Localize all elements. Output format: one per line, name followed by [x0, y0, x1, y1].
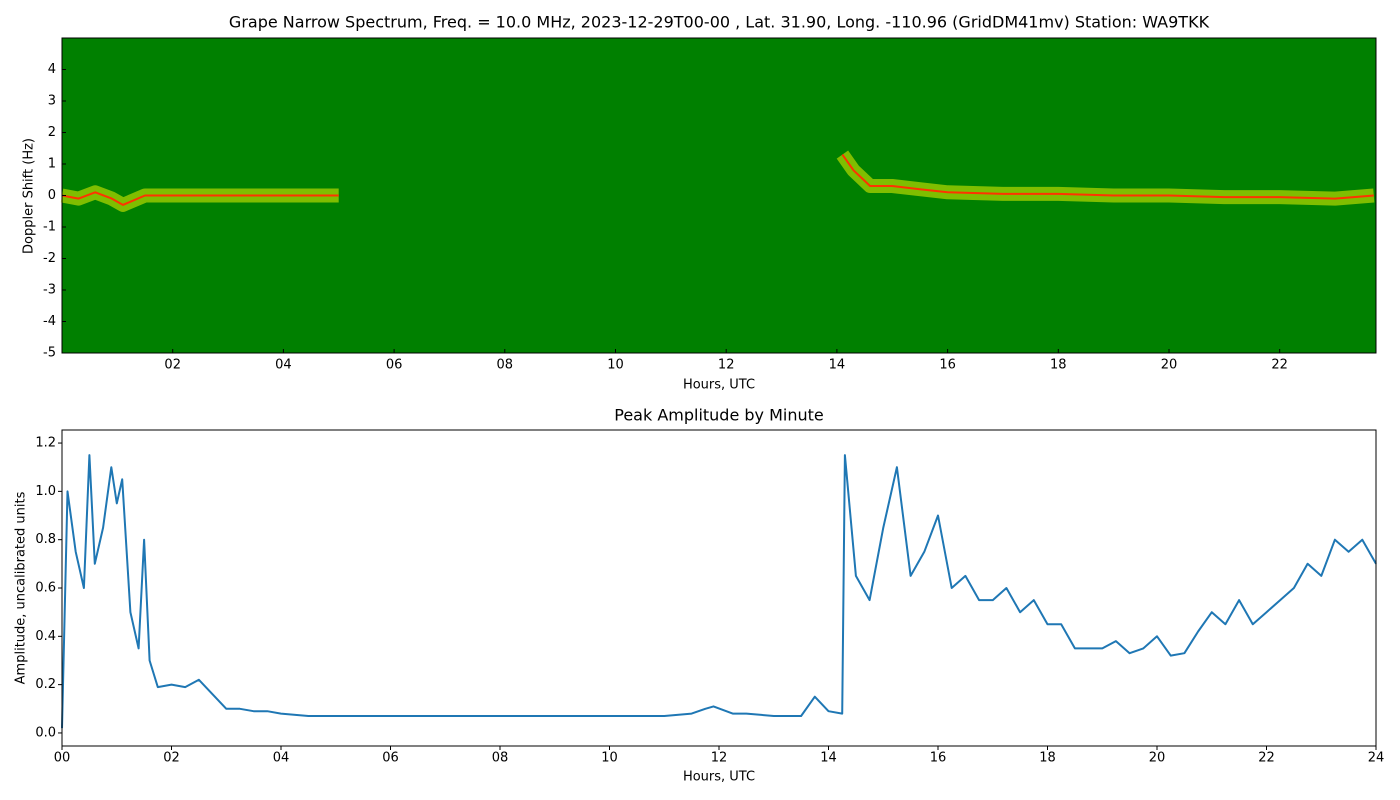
- y-tick-label: 4: [48, 62, 56, 77]
- x-tick-label: 22: [1271, 358, 1288, 373]
- x-tick-label: 16: [930, 751, 947, 766]
- x-axis-label: Hours, UTC: [683, 378, 755, 393]
- y-tick-label: 3: [48, 94, 56, 109]
- x-tick-label: 20: [1161, 358, 1178, 373]
- y-tick-label: -2: [43, 251, 56, 266]
- y-tick-label: -3: [43, 283, 56, 298]
- chart-title: Grape Narrow Spectrum, Freq. = 10.0 MHz,…: [229, 13, 1210, 32]
- y-tick-label: 1: [48, 157, 56, 172]
- x-tick-label: 18: [1050, 358, 1067, 373]
- x-tick-label: 24: [1368, 751, 1385, 766]
- y-tick-label: 0.8: [35, 532, 56, 547]
- chart-title: Peak Amplitude by Minute: [614, 406, 824, 425]
- y-tick-label: 0.2: [35, 677, 56, 692]
- x-tick-label: 10: [601, 751, 618, 766]
- x-tick-label: 08: [492, 751, 509, 766]
- y-tick-label: -5: [43, 346, 56, 361]
- x-tick-label: 14: [820, 751, 837, 766]
- y-tick-label: 0.0: [35, 725, 56, 740]
- x-tick-label: 18: [1039, 751, 1056, 766]
- x-tick-label: 06: [386, 358, 403, 373]
- x-tick-label: 12: [718, 358, 735, 373]
- y-tick-label: 1.0: [35, 484, 56, 499]
- x-tick-label: 04: [273, 751, 290, 766]
- line-series: [61, 454, 1377, 729]
- y-tick-label: 1.2: [35, 436, 56, 451]
- x-tick-label: 12: [711, 751, 728, 766]
- x-tick-label: 22: [1258, 751, 1275, 766]
- y-tick-label: 0: [48, 188, 56, 203]
- x-tick-label: 06: [382, 751, 399, 766]
- x-tick-label: 02: [164, 358, 181, 373]
- x-tick-label: 02: [163, 751, 180, 766]
- x-tick-label: 16: [939, 358, 956, 373]
- y-tick-label: 2: [48, 125, 56, 140]
- x-tick-label: 04: [275, 358, 292, 373]
- x-tick-label: 14: [829, 358, 846, 373]
- y-tick-label: 0.4: [35, 629, 56, 644]
- y-tick-label: -1: [43, 220, 56, 235]
- plot-frame: [61, 429, 1377, 747]
- y-axis-label: Amplitude, uncalibrated units: [14, 491, 29, 684]
- x-tick-label: 20: [1149, 751, 1166, 766]
- signal-trace: [61, 154, 1374, 206]
- x-tick-label: 00: [54, 751, 71, 766]
- x-tick-label: 10: [607, 358, 624, 373]
- y-tick-label: -4: [43, 314, 56, 329]
- x-axis-label: Hours, UTC: [683, 770, 755, 785]
- y-tick-label: 0.6: [35, 581, 56, 596]
- y-axis-label: Doppler Shift (Hz): [22, 138, 37, 254]
- x-tick-label: 08: [497, 358, 514, 373]
